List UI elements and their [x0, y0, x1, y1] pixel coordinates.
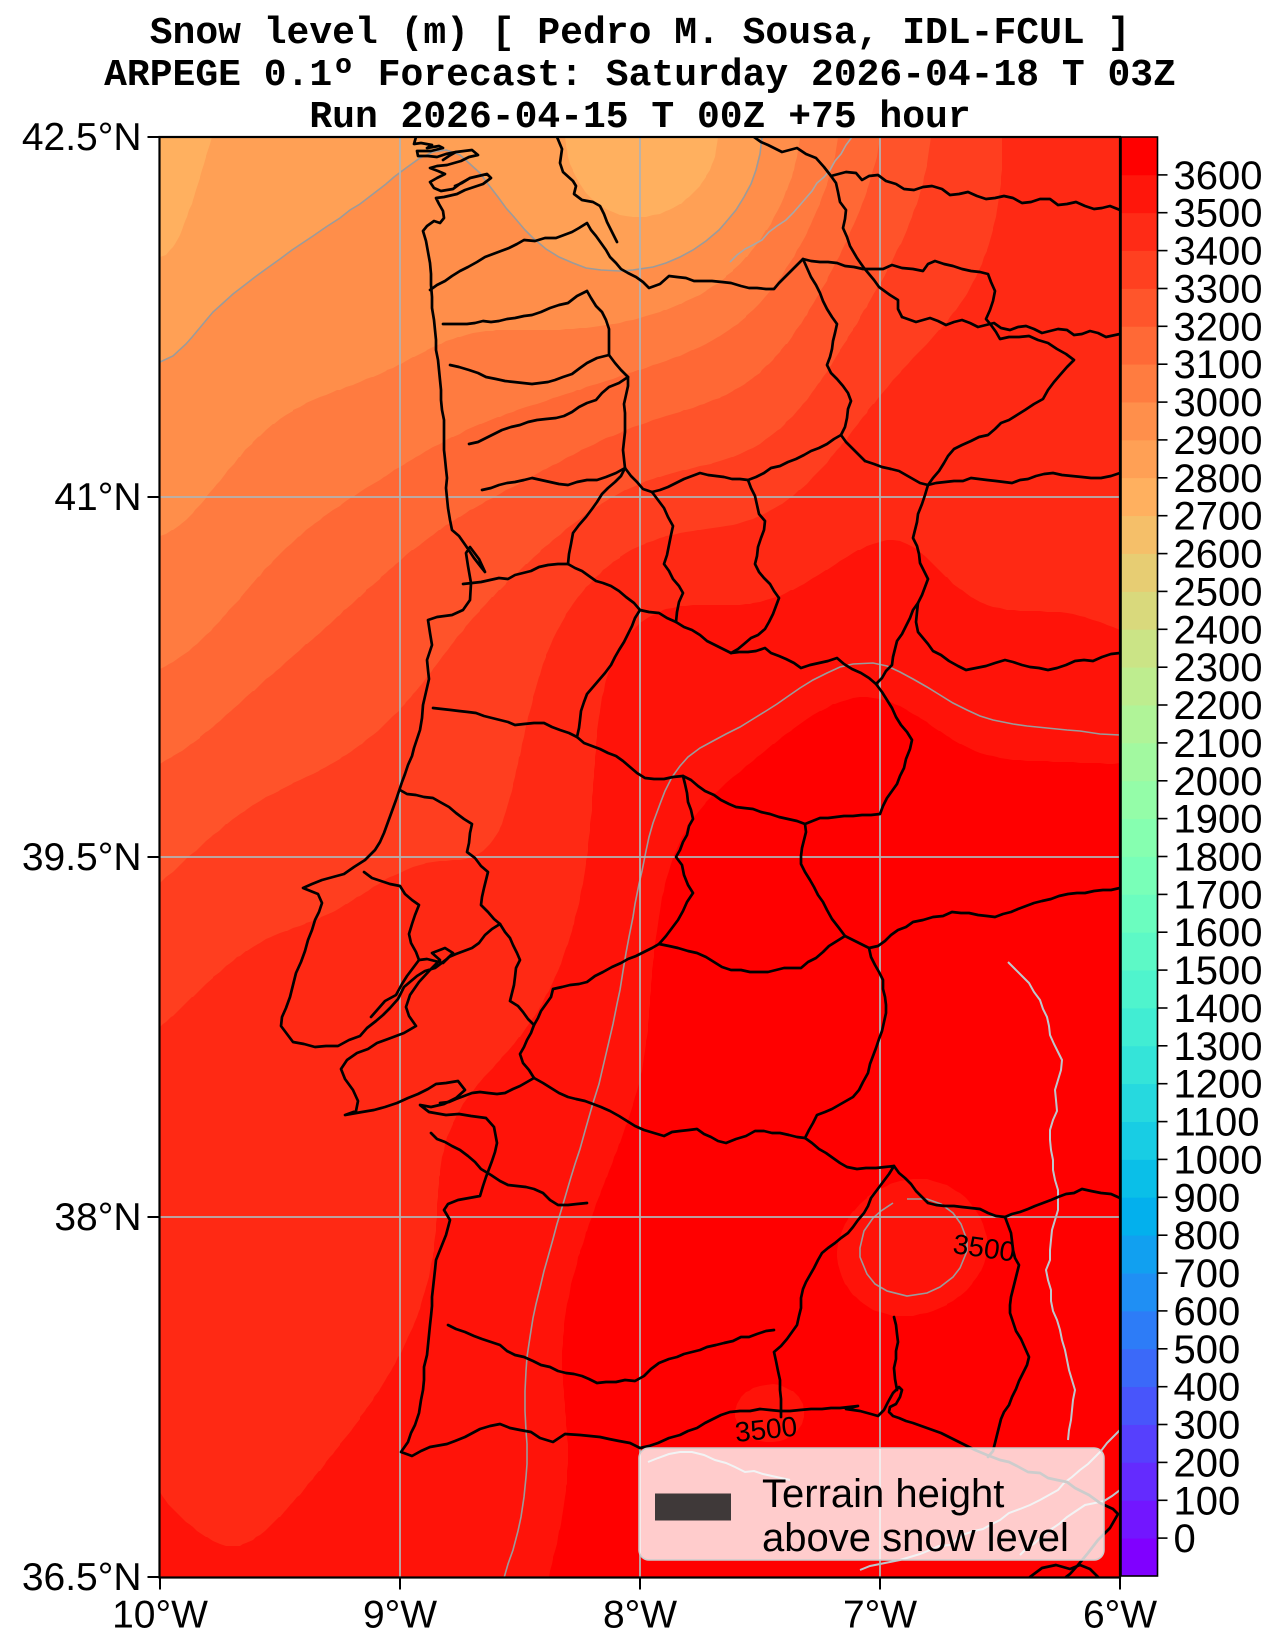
svg-text:2500: 2500	[1174, 570, 1263, 614]
svg-text:above snow level: above snow level	[762, 1516, 1069, 1560]
svg-text:3400: 3400	[1174, 230, 1263, 274]
svg-text:800: 800	[1174, 1214, 1241, 1258]
svg-text:1700: 1700	[1174, 873, 1263, 917]
svg-text:1100: 1100	[1174, 1101, 1260, 1145]
svg-text:1400: 1400	[1174, 987, 1263, 1031]
svg-text:2600: 2600	[1174, 533, 1263, 577]
svg-text:8°W: 8°W	[603, 1594, 677, 1637]
svg-text:6°W: 6°W	[1083, 1594, 1157, 1637]
svg-text:1600: 1600	[1174, 911, 1263, 955]
svg-text:200: 200	[1174, 1441, 1241, 1485]
svg-text:2900: 2900	[1174, 419, 1263, 463]
svg-text:3600: 3600	[1174, 154, 1263, 198]
svg-text:36.5°N: 36.5°N	[22, 1556, 142, 1599]
svg-text:1300: 1300	[1174, 1025, 1263, 1069]
svg-text:1000: 1000	[1174, 1138, 1263, 1182]
svg-text:2300: 2300	[1174, 646, 1263, 690]
svg-text:7°W: 7°W	[843, 1594, 917, 1637]
svg-text:700: 700	[1174, 1252, 1241, 1296]
svg-text:3500: 3500	[1174, 192, 1263, 236]
svg-text:10°W: 10°W	[112, 1594, 208, 1637]
svg-text:100: 100	[1174, 1479, 1241, 1523]
svg-text:3000: 3000	[1174, 381, 1263, 425]
svg-text:ARPEGE 0.1º Forecast: Saturday: ARPEGE 0.1º Forecast: Saturday 2026-04-1…	[104, 54, 1176, 97]
svg-text:900: 900	[1174, 1176, 1241, 1220]
svg-text:Run 2026-04-15 T 00Z +75 hour: Run 2026-04-15 T 00Z +75 hour	[309, 96, 970, 139]
svg-text:300: 300	[1174, 1404, 1241, 1448]
svg-text:Terrain height: Terrain height	[762, 1472, 1004, 1516]
svg-text:400: 400	[1174, 1366, 1241, 1410]
svg-text:2000: 2000	[1174, 760, 1263, 804]
svg-text:500: 500	[1174, 1328, 1241, 1372]
svg-text:42.5°N: 42.5°N	[22, 116, 142, 159]
svg-text:2700: 2700	[1174, 495, 1263, 539]
svg-text:39.5°N: 39.5°N	[22, 836, 142, 879]
svg-text:3500: 3500	[733, 1411, 798, 1448]
svg-text:1800: 1800	[1174, 836, 1263, 880]
svg-text:41°N: 41°N	[54, 476, 141, 519]
svg-text:2800: 2800	[1174, 457, 1263, 501]
svg-text:1500: 1500	[1174, 949, 1263, 993]
svg-text:38°N: 38°N	[54, 1196, 141, 1239]
svg-text:Snow level (m) [ Pedro M. Sous: Snow level (m) [ Pedro M. Sousa, IDL-FCU…	[150, 12, 1131, 55]
svg-text:2100: 2100	[1174, 722, 1263, 766]
svg-text:2200: 2200	[1174, 684, 1263, 728]
svg-text:1900: 1900	[1174, 798, 1263, 842]
svg-text:0: 0	[1174, 1517, 1196, 1561]
svg-text:9°W: 9°W	[363, 1594, 437, 1637]
svg-text:1200: 1200	[1174, 1063, 1263, 1107]
svg-text:3100: 3100	[1174, 343, 1263, 387]
svg-text:3300: 3300	[1174, 268, 1263, 312]
svg-text:600: 600	[1174, 1290, 1241, 1334]
svg-text:3200: 3200	[1174, 305, 1263, 349]
svg-text:2400: 2400	[1174, 608, 1263, 652]
